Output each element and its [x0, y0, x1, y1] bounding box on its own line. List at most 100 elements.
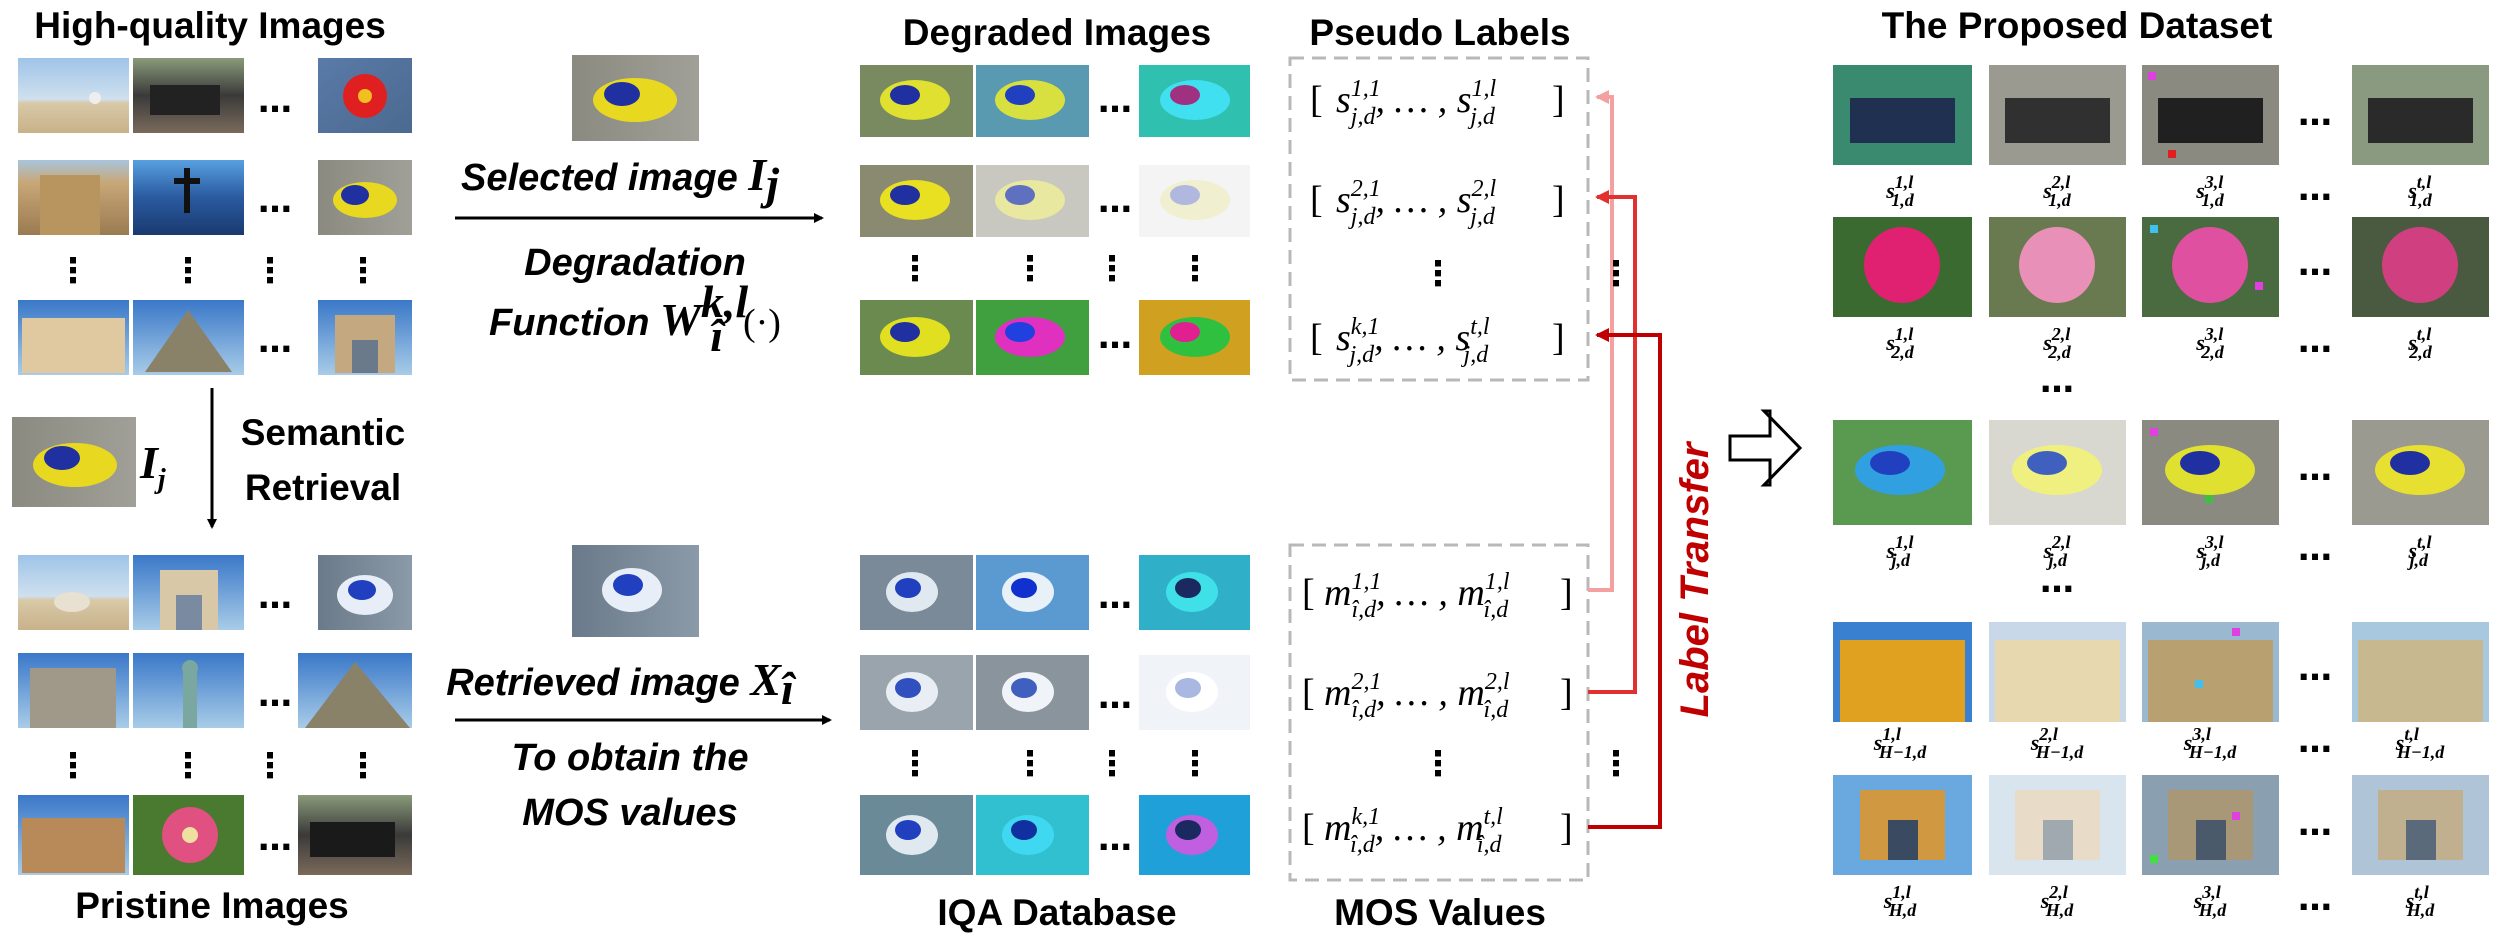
- transfer-arrow-dark: [1588, 328, 1662, 829]
- retrieved-image-thumbnail: [572, 545, 699, 637]
- pristine-images-header: Pristine Images: [75, 885, 349, 926]
- proposed-dataset-grid: … s1,l 1,d s2,l 1,d s3,l 1,d … st,l 1,d … s1…: [1833, 65, 2489, 920]
- svg-text:s2,1j,d, … , s2,lj,d: s2,1 j,d, … , s2,l j,d: [1336, 176, 1497, 230]
- vertical-ellipsis: ⋮: [1013, 744, 1047, 784]
- ij-symbol: Ij: [139, 437, 166, 495]
- svg-text:s3,lH,d: s3,l H,d: [2193, 882, 2228, 920]
- pseudo-label-row-3: [ sk,1 j,d, … , st,l j,d ]: [1310, 314, 1565, 368]
- mos-values-header: MOS Values: [1334, 892, 1546, 933]
- vertical-ellipsis: ⋮: [253, 251, 287, 291]
- vertical-ellipsis: ⋮: [1421, 744, 1455, 784]
- degradation-label-line1: Degradation: [524, 242, 746, 284]
- vertical-ellipsis: ⋮: [1095, 249, 1129, 289]
- svg-text:s3,lH−1,d: s3,l H−1,d: [2183, 724, 2237, 762]
- ellipsis: …: [2040, 361, 2074, 401]
- ellipsis: …: [2298, 649, 2332, 689]
- ellipsis: …: [1098, 577, 1132, 617]
- iqa-thumb: [1139, 555, 1250, 630]
- degraded-thumb: [1139, 165, 1250, 237]
- ellipsis: …: [2298, 244, 2332, 284]
- dataset-row-2-labels: s1,l 2,d s2,l 2,d s3,l 2,d … st,l 2,d: [1885, 321, 2433, 362]
- high-quality-images-header: High-quality Images: [34, 5, 386, 46]
- dataset-row-h-minus-1-labels: s1,l H−1,d s2,l H−1,d s3,l H−1,d … st,l H−1,…: [1873, 721, 2445, 762]
- high-quality-image-grid: … … ⋮ ⋮ ⋮ ⋮ …: [18, 58, 412, 375]
- svg-text:st,l1,d: st,l 1,d: [2407, 172, 2433, 210]
- ellipsis: …: [258, 81, 292, 121]
- svg-text:s1,lH−1,d: s1,l H−1,d: [1873, 724, 1927, 762]
- selected-image-label: Selected image Ij: [461, 149, 779, 209]
- thumbnail-pyramid: [133, 300, 244, 375]
- svg-text:s3,l2,d: s3,l 2,d: [2195, 324, 2225, 362]
- iqa-thumb: [976, 795, 1089, 875]
- ellipsis: …: [2298, 879, 2332, 919]
- iqa-thumb: [1139, 655, 1250, 730]
- to-obtain-label-line2: MOS values: [522, 792, 737, 834]
- svg-text:st,l2,d: st,l 2,d: [2407, 324, 2433, 362]
- proposed-dataset-header: The Proposed Dataset: [1882, 5, 2273, 46]
- svg-text:s3,lj,d: s3,l j,d: [2195, 532, 2223, 570]
- vertical-ellipsis: ⋮: [1178, 744, 1212, 784]
- vertical-ellipsis: ⋮: [1178, 249, 1212, 289]
- ellipsis: …: [2040, 561, 2074, 601]
- dataset-row-motorcycle: …: [1833, 420, 2489, 525]
- ellipsis: …: [2298, 169, 2332, 209]
- thumbnail-colosseum: [18, 795, 129, 875]
- ellipsis: …: [1098, 819, 1132, 859]
- pseudo-labels-header: Pseudo Labels: [1309, 12, 1570, 53]
- mos-label-row-1: [ m1,1 î,d, … , m1,l î,d ]: [1302, 569, 1573, 623]
- retrieved-image-label: Retrieved image Xî: [446, 654, 797, 714]
- svg-text:[: [: [1310, 179, 1323, 221]
- pseudo-label-row-1: [ s1,1 j,d, … , s1,l j,d ]: [1310, 76, 1565, 130]
- vertical-ellipsis: ⋮: [171, 746, 205, 786]
- vertical-ellipsis: ⋮: [1013, 249, 1047, 289]
- ellipsis: …: [258, 181, 292, 221]
- iqa-database-header: IQA Database: [937, 892, 1176, 933]
- thumbnail-arc-triomphe: [133, 555, 244, 630]
- thumbnail-cathedral: [18, 160, 129, 235]
- vertical-ellipsis: ⋮: [1599, 254, 1633, 294]
- ellipsis: …: [258, 577, 292, 617]
- degraded-images-header: Degraded Images: [903, 12, 1211, 53]
- iqa-database-grid: … … ⋮ ⋮ ⋮ ⋮ …: [860, 555, 1250, 875]
- thumbnail-beach-stones: [18, 555, 129, 630]
- selected-image-thumbnail: [572, 55, 699, 141]
- svg-text:s2,l1,d: s2,l 1,d: [2042, 172, 2072, 210]
- iqa-thumb: [976, 655, 1089, 730]
- svg-text:s2,lH,d: s2,l H,d: [2040, 882, 2075, 920]
- vertical-ellipsis: ⋮: [898, 249, 932, 289]
- iqa-thumb: [976, 555, 1089, 630]
- iqa-thumb: [860, 555, 973, 630]
- thumbnail-train: [133, 58, 244, 133]
- svg-text:[: [: [1302, 807, 1315, 849]
- degraded-thumb: [976, 165, 1089, 237]
- ellipsis: …: [258, 819, 292, 859]
- mos-label-row-3: [ mk,1 î,d, … , mt,l î,d ]: [1302, 804, 1573, 858]
- vertical-ellipsis: ⋮: [1421, 254, 1455, 294]
- svg-text:[: [: [1302, 572, 1315, 614]
- svg-text:s1,lj,d: s1,l j,d: [1885, 532, 1913, 570]
- svg-text:m1,1î,d, … , m1,lî,d: m1,1 î,d, … , m1,l î,d: [1324, 569, 1510, 623]
- transfer-arrow-mid: [1588, 190, 1637, 694]
- ellipsis: …: [2298, 721, 2332, 761]
- svg-text:]: ]: [1552, 317, 1565, 359]
- iqa-thumb: [860, 655, 973, 730]
- svg-text:st,lH,d: st,l H,d: [2405, 882, 2436, 920]
- ellipsis: …: [2298, 529, 2332, 569]
- thumbnail-gothic-church: [18, 653, 129, 728]
- thumbnail-beach: [18, 58, 129, 133]
- pristine-image-grid: … … ⋮ ⋮ ⋮ ⋮ …: [18, 555, 412, 875]
- ellipsis: …: [2298, 449, 2332, 489]
- to-obtain-label-line1: To obtain the: [511, 737, 748, 779]
- dataset-row-lily: …: [1833, 217, 2489, 317]
- svg-text:s1,1j,d, … , s1,lj,d: s1,1 j,d, … , s1,l j,d: [1336, 76, 1497, 130]
- svg-text:[: [: [1310, 79, 1323, 121]
- mos-label-row-2: [ m2,1 î,d, … , m2,l î,d ]: [1302, 669, 1573, 723]
- label-transfer-arrows: ⋮ ⋮: [1588, 90, 1662, 829]
- vertical-ellipsis: ⋮: [898, 744, 932, 784]
- mos-values-box: [1288, 543, 1590, 882]
- vertical-ellipsis: ⋮: [253, 746, 287, 786]
- svg-text:s1,lH,d: s1,l H,d: [1883, 882, 1918, 920]
- vertical-ellipsis: ⋮: [1095, 744, 1129, 784]
- svg-text:st,lH−1,d: st,l H−1,d: [2395, 724, 2445, 762]
- dataset-row-1-labels: s1,l 1,d s2,l 1,d s3,l 1,d … st,l 1,d: [1885, 169, 2433, 210]
